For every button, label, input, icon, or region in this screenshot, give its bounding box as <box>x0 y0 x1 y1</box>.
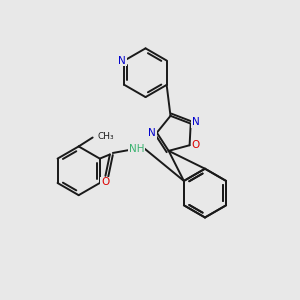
Text: N: N <box>118 56 126 65</box>
Text: O: O <box>191 140 200 150</box>
Text: O: O <box>101 177 110 188</box>
Text: N: N <box>192 117 199 127</box>
Text: CH₃: CH₃ <box>98 131 114 140</box>
Text: NH: NH <box>129 143 144 154</box>
Text: N: N <box>148 128 156 138</box>
